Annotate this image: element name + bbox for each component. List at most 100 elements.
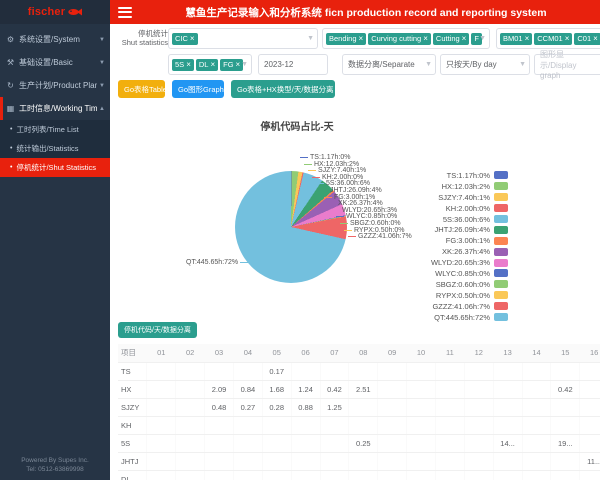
go-graph-button[interactable]: Go图形Graph (172, 80, 224, 98)
filter-tag[interactable]: Bending × (326, 32, 367, 45)
sidebar-item-basic[interactable]: ⚒ 基础设置/Basic ▼ (0, 51, 110, 74)
legend-item-xk[interactable]: XK:26.37h:4% (415, 246, 508, 257)
row-item-name: SJZY (118, 398, 148, 417)
close-icon[interactable]: × (189, 33, 195, 43)
table-row: HX 2.09 0.84 1.68 1.24 0.42 2.51 0.42 (118, 380, 600, 399)
filter-tag[interactable]: C01 × (574, 32, 600, 45)
close-icon[interactable]: × (358, 33, 364, 43)
machine-select[interactable]: BM01×CCM01×C01×C02× (496, 28, 600, 49)
cell-value (522, 362, 552, 381)
column-header-day: 16 (579, 344, 600, 363)
submenu-item-label: 停机统计/Shut Statistics (16, 163, 97, 172)
legend-item-ts[interactable]: TS:1.17h:0% (415, 170, 508, 181)
close-icon[interactable]: × (210, 59, 216, 69)
shutcode-day-separate-button[interactable]: 停机代码/天/数据分离 (118, 322, 197, 338)
filter-tag[interactable]: 5S × (172, 58, 194, 71)
cell-value (406, 398, 436, 417)
submenu-item-statistics[interactable]: • 统计输出/Statistics (0, 139, 110, 158)
cell-value (493, 362, 523, 381)
filter-tag[interactable]: FG × (220, 58, 244, 71)
close-icon[interactable]: × (235, 59, 241, 69)
column-header-day: 10 (406, 344, 436, 363)
tag-label: CIC (175, 34, 188, 43)
close-icon[interactable]: × (564, 33, 570, 43)
cell-value (262, 452, 292, 471)
legend-item-sbgz[interactable]: SBGZ:0.60h:0% (415, 279, 508, 290)
cell-value: 14... (493, 434, 523, 453)
cell-value (348, 452, 379, 471)
legend-item-wlyc[interactable]: WLYC:0.85h:0% (415, 268, 508, 279)
legend-swatch (494, 193, 508, 202)
go-table-button[interactable]: Go表格Table (118, 80, 167, 98)
legend-item-5s[interactable]: 5S:36.00h:6% (415, 214, 508, 225)
cell-value (262, 416, 292, 435)
cell-value (291, 362, 321, 381)
display-graph-placeholder: 图形显示/Display graph (540, 50, 577, 80)
cell-value (348, 416, 379, 435)
cell-value (146, 452, 177, 471)
close-icon[interactable]: × (423, 33, 428, 43)
legend-item-gzzz[interactable]: GZZZ:41.06h:7% (415, 301, 508, 312)
sidebar-submenu: • 工时列表/Time List • 统计输出/Statistics • 停机统计/… (0, 120, 110, 177)
legend-swatch (494, 236, 508, 245)
byday-select[interactable]: 只按天/By day ▼ (440, 54, 530, 75)
sidebar-item-working-time[interactable]: ▦ 工时信息/Working Time ▲ (0, 97, 110, 120)
cell-value (204, 452, 234, 471)
cell-value (348, 398, 379, 417)
legend-item-qt[interactable]: QT:445.65h:72% (415, 312, 508, 323)
row-item-name: DL (118, 470, 148, 480)
cell-value (579, 398, 600, 417)
legend-item-fg[interactable]: FG:3.00h:1% (415, 235, 508, 246)
content-area: 停机统计 Shut statistics CIC × ▼ Bending × Curvi… (110, 24, 600, 480)
cell-value (291, 416, 321, 435)
chevron-down-icon: ▼ (425, 61, 432, 68)
cell-value: 2.51 (348, 380, 379, 399)
go-table-hx-button[interactable]: Go表格+HX换型/天/数据分离 (231, 80, 335, 98)
filter-tag[interactable]: BM01 × (500, 32, 533, 45)
filter-tag[interactable]: Cutting × (432, 32, 470, 45)
pie-graphic[interactable] (235, 171, 347, 283)
column-header-day: 15 (550, 344, 581, 363)
cell-value (146, 416, 177, 435)
legend-item-sjzy[interactable]: SJZY:7.40h:1% (415, 192, 508, 203)
code-select[interactable]: 5S × DL × FG × ▼ (168, 54, 252, 75)
separate-select[interactable]: 数据分离/Separate ▼ (342, 54, 436, 75)
close-icon[interactable]: × (461, 33, 467, 43)
sidebar-item-system[interactable]: ⚙ 系统设置/System ▼ (0, 28, 110, 51)
submenu-item-shut-statistics[interactable]: • 停机统计/Shut Statistics (0, 158, 110, 177)
process-select[interactable]: Bending × Curving cutting × Cutting × F ▼ (322, 28, 490, 49)
cell-value (493, 416, 523, 435)
row-item-name: HX (118, 380, 148, 399)
legend-item-kh[interactable]: KH:2.00h:0% (415, 203, 508, 214)
close-icon[interactable]: × (524, 33, 530, 43)
cell-value (175, 398, 206, 417)
close-icon[interactable]: × (186, 59, 191, 69)
tag-label: FG (223, 60, 234, 69)
legend-label: JHTJ:26.09h:4% (434, 225, 490, 235)
legend-item-wlyd[interactable]: WLYD:20.65h:3% (415, 257, 508, 268)
cell-value (175, 452, 206, 471)
filter-tag[interactable]: CCM01 × (534, 32, 573, 45)
shut-code-select[interactable]: CIC × ▼ (168, 28, 318, 49)
close-icon[interactable]: × (593, 33, 598, 43)
month-picker[interactable]: 2023-12 (258, 54, 328, 75)
hamburger-menu-icon[interactable] (118, 6, 132, 18)
legend-swatch (494, 269, 508, 278)
legend-item-hx[interactable]: HX:12.03h:2% (415, 181, 508, 192)
sidebar-item-product-plan[interactable]: ↻ 生产计划/Product Plan ▼ (0, 74, 110, 97)
submenu-item-time-list[interactable]: • 工时列表/Time List (0, 120, 110, 139)
column-header-day: 05 (262, 344, 292, 363)
cell-value (522, 398, 552, 417)
filter-tag[interactable]: CIC × (172, 32, 198, 45)
cell-value: 1.25 (320, 398, 350, 417)
filter-tag[interactable]: F (471, 32, 482, 45)
display-graph-input[interactable]: 图形显示/Display graph (534, 50, 600, 80)
legend-item-rypx[interactable]: RYPX:0.50h:0% (415, 290, 508, 301)
legend-label: SBGZ:0.60h:0% (435, 279, 490, 289)
cell-value (493, 470, 523, 480)
filter-tag[interactable]: DL × (195, 58, 219, 71)
legend-item-jhtj[interactable]: JHTJ:26.09h:4% (415, 224, 508, 235)
cell-value (204, 434, 234, 453)
cell-value (435, 362, 465, 381)
filter-tag[interactable]: Curving cutting × (368, 32, 431, 45)
